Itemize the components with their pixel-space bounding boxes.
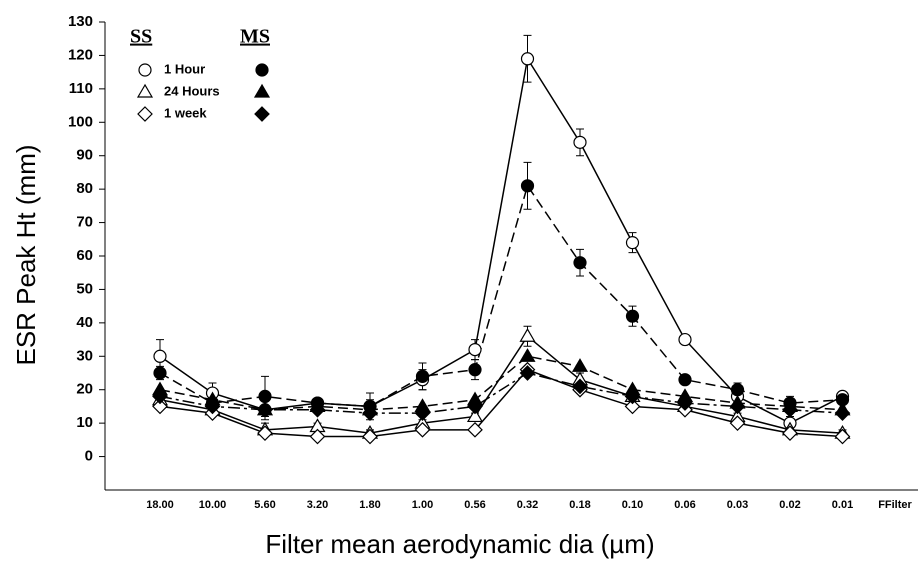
- data-point: [573, 256, 587, 270]
- y-tick-label: 110: [69, 80, 93, 97]
- data-point: [204, 398, 221, 415]
- data-point: [468, 343, 482, 357]
- x-tick-label: FFilter: [878, 499, 912, 511]
- x-tick-label: 0.10: [622, 499, 643, 511]
- x-tick-label: 10.00: [199, 499, 227, 511]
- data-point: [678, 332, 692, 347]
- data-point: [362, 428, 378, 445]
- data-point: [414, 405, 431, 421]
- data-point: [677, 395, 693, 411]
- x-tick-label: 18.00: [146, 499, 174, 511]
- y-tick-label: 80: [76, 180, 93, 197]
- data-point: [730, 383, 745, 397]
- legend-marker: [253, 83, 271, 98]
- data-point: [625, 236, 640, 250]
- data-point: [258, 389, 272, 403]
- x-axis-label: Filter mean aerodynamic dia (µm): [265, 529, 654, 559]
- series-line: [159, 355, 843, 411]
- y-tick-label: 50: [76, 280, 93, 297]
- legend-marker: [138, 63, 152, 77]
- y-tick-label: 60: [76, 247, 93, 264]
- data-point: [309, 401, 326, 418]
- data-point: [362, 405, 378, 421]
- data-point: [519, 328, 536, 342]
- data-point: [729, 398, 746, 415]
- series-line: [159, 368, 843, 438]
- legend-label: 1 Hour: [164, 61, 205, 76]
- y-tick-label: 100: [68, 113, 93, 130]
- y-tick-label: 120: [68, 46, 93, 63]
- x-tick-label: 0.02: [779, 499, 800, 511]
- data-point: [468, 363, 482, 377]
- data-point: [571, 358, 589, 372]
- data-point: [415, 369, 430, 383]
- data-point: [309, 428, 326, 445]
- y-tick-label: 90: [76, 147, 93, 164]
- data-point: [782, 425, 798, 442]
- x-tick-label: 0.01: [832, 499, 853, 511]
- data-point: [257, 401, 273, 418]
- data-point: [519, 365, 536, 381]
- data-point: [624, 388, 641, 405]
- y-axis-label: ESR Peak Ht (mm): [11, 144, 41, 365]
- series-line: [159, 56, 843, 424]
- legend-group: MS: [240, 26, 270, 48]
- data-point: [729, 415, 746, 431]
- legend-marker: [137, 106, 153, 122]
- data-point: [257, 425, 273, 442]
- data-point: [153, 366, 167, 380]
- y-tick-label: 0: [85, 448, 93, 465]
- series-line: [159, 335, 843, 434]
- data-point: [678, 373, 692, 387]
- data-point: [782, 401, 798, 418]
- x-tick-label: 3.20: [307, 499, 328, 511]
- data-point: [573, 135, 587, 149]
- data-point: [834, 405, 851, 421]
- data-point: [466, 408, 484, 423]
- x-tick-label: 1.80: [359, 499, 380, 511]
- legend-label: 24 Hours: [164, 83, 220, 98]
- y-tick-label: 10: [76, 414, 93, 431]
- legend-marker: [255, 63, 269, 77]
- data-point: [467, 398, 483, 415]
- legend-label: 1 week: [164, 105, 207, 120]
- series-line: [159, 184, 843, 408]
- x-tick-label: 0.03: [727, 499, 748, 511]
- x-tick-label: 0.56: [464, 499, 485, 511]
- data-point: [834, 428, 851, 445]
- y-tick-label: 20: [76, 381, 93, 398]
- x-tick-label: 0.18: [569, 499, 590, 511]
- legend-group: SS: [130, 26, 152, 48]
- y-tick-label: 70: [76, 214, 93, 231]
- x-tick-label: 1.00: [412, 499, 433, 511]
- data-point: [152, 398, 168, 415]
- data-point: [153, 349, 167, 363]
- x-tick-label: 0.32: [517, 499, 538, 511]
- data-point: [467, 421, 483, 438]
- data-point: [625, 309, 640, 323]
- data-point: [572, 378, 588, 395]
- x-tick-label: 5.60: [254, 499, 275, 511]
- legend-marker: [136, 83, 154, 98]
- y-tick-label: 30: [76, 347, 93, 364]
- data-point: [519, 348, 536, 362]
- x-tick-label: 0.06: [674, 499, 695, 511]
- series-line: [159, 372, 843, 414]
- legend-marker: [254, 106, 270, 122]
- data-point: [624, 398, 641, 415]
- data-point: [414, 421, 431, 438]
- data-point: [520, 52, 535, 66]
- data-point: [520, 179, 535, 193]
- y-tick-label: 40: [76, 314, 93, 331]
- data-point: [152, 388, 168, 405]
- y-tick-label: 130: [68, 13, 93, 30]
